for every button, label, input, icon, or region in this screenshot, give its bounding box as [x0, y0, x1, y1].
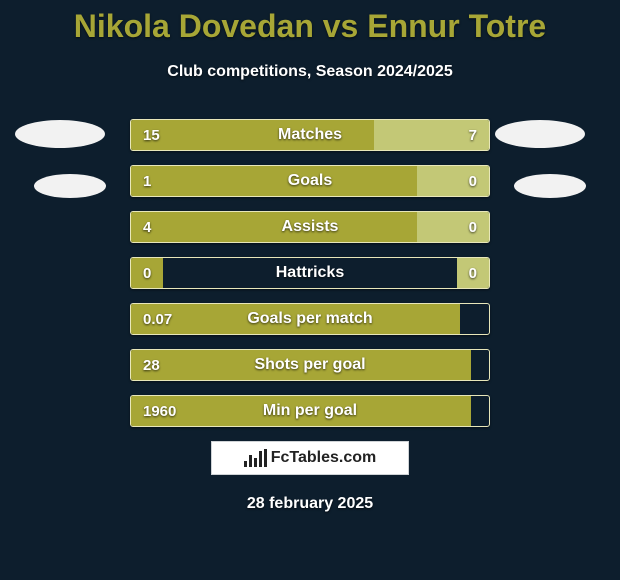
stat-row: 1Goals0 [130, 165, 490, 197]
stat-row: 0Hattricks0 [130, 257, 490, 289]
value-right: 0 [469, 212, 477, 242]
avatar-right-bottom [514, 174, 586, 198]
brand-text: FcTables.com [271, 449, 377, 467]
stat-row: 28Shots per goal [130, 349, 490, 381]
stat-row: 0.07Goals per match [130, 303, 490, 335]
row-label: Hattricks [131, 258, 489, 288]
subtitle: Club competitions, Season 2024/2025 [0, 63, 620, 81]
value-right: 0 [469, 166, 477, 196]
row-label: Goals per match [131, 304, 489, 334]
value-right: 7 [469, 120, 477, 150]
stat-rows: 15Matches71Goals04Assists00Hattricks00.0… [130, 119, 490, 427]
row-label: Matches [131, 120, 489, 150]
row-label: Shots per goal [131, 350, 489, 380]
row-label: Assists [131, 212, 489, 242]
stat-row: 4Assists0 [130, 211, 490, 243]
stat-row: 15Matches7 [130, 119, 490, 151]
chart-icon [244, 449, 267, 467]
date-text: 28 february 2025 [0, 495, 620, 513]
stat-row: 1960Min per goal [130, 395, 490, 427]
value-right: 0 [469, 258, 477, 288]
brand-logo[interactable]: FcTables.com [211, 441, 409, 475]
row-label: Goals [131, 166, 489, 196]
avatar-right-top [495, 120, 585, 148]
page-title: Nikola Dovedan vs Ennur Totre [0, 0, 620, 45]
row-label: Min per goal [131, 396, 489, 426]
avatar-left-bottom [34, 174, 106, 198]
avatar-left-top [15, 120, 105, 148]
